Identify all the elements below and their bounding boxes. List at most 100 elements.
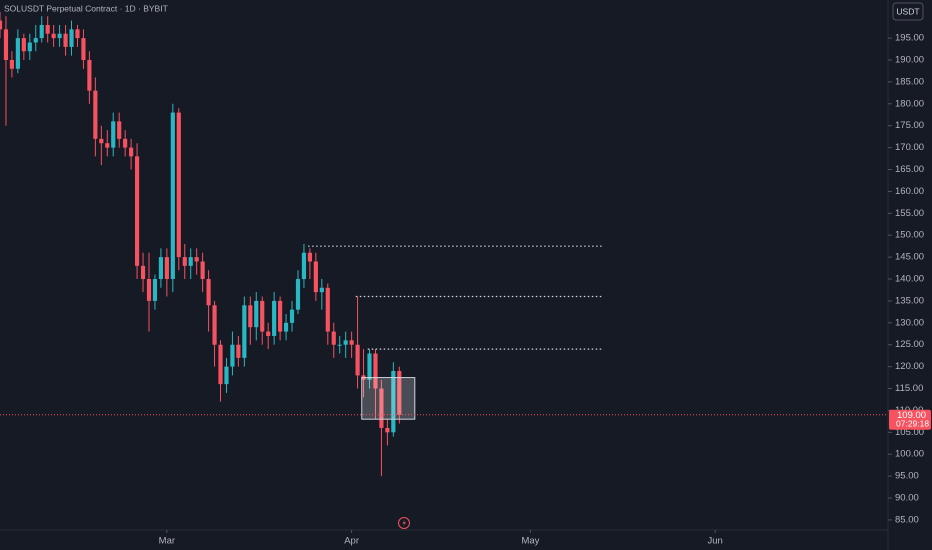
candle-body	[272, 300, 277, 336]
alert-bolt[interactable]	[402, 519, 407, 527]
candle-body	[194, 257, 199, 262]
candle	[57, 24, 62, 47]
candle-body	[224, 366, 229, 385]
candle-body	[397, 371, 402, 415]
candle	[331, 322, 336, 358]
candle	[51, 24, 56, 47]
last-price-label: 109.00	[897, 410, 926, 421]
y-tick-label: 95.00	[895, 471, 919, 482]
y-tick-label: 145.00	[895, 252, 924, 263]
candle-body	[260, 300, 265, 332]
y-tick-label: 130.00	[895, 317, 924, 328]
candle	[117, 112, 122, 148]
candle	[146, 252, 152, 332]
candle-body	[188, 257, 193, 266]
candle	[301, 243, 307, 288]
candle-body	[278, 300, 283, 332]
candle-body	[373, 353, 378, 389]
y-tick-label: 160.00	[895, 186, 924, 197]
candle-body	[367, 353, 372, 380]
y-tick-label: 190.00	[895, 55, 924, 66]
candle-body	[75, 29, 80, 39]
candle	[87, 51, 92, 104]
candle	[266, 322, 271, 350]
candle	[349, 331, 354, 358]
candle	[218, 340, 223, 402]
candle	[188, 248, 193, 280]
y-tick-label: 120.00	[895, 361, 924, 372]
candle-body	[0, 20, 3, 30]
candle	[81, 29, 86, 69]
candle-body	[289, 309, 295, 323]
candle	[123, 130, 128, 157]
zone-box	[361, 377, 416, 420]
candle-body	[313, 261, 318, 293]
alert-circle[interactable]	[398, 517, 410, 529]
x-tick-label: Apr	[344, 536, 359, 547]
candle	[313, 252, 318, 301]
candle	[242, 296, 247, 367]
candle	[206, 270, 211, 332]
candle-body	[266, 331, 271, 336]
candle-body	[69, 29, 74, 47]
candle	[182, 243, 187, 280]
candle-body	[283, 322, 289, 332]
candle-body	[325, 287, 330, 332]
candle-body	[349, 340, 354, 345]
y-tick-label: 185.00	[895, 76, 924, 87]
candle-body	[51, 33, 56, 39]
candle-body	[9, 60, 15, 69]
y-tick-label: 100.00	[895, 449, 924, 460]
candle-body	[87, 60, 92, 91]
candle	[164, 248, 169, 297]
candle-body	[355, 344, 360, 376]
candle	[140, 252, 146, 293]
candle	[391, 362, 396, 437]
candle-body	[105, 143, 110, 148]
candle-body	[129, 147, 134, 157]
candle-body	[379, 388, 384, 428]
candle	[379, 379, 384, 477]
candle-body	[33, 38, 38, 43]
x-tick-label: Mar	[159, 536, 175, 547]
candle	[343, 331, 348, 358]
candle	[295, 270, 301, 315]
candle-body	[242, 305, 247, 358]
candle-body	[146, 279, 152, 301]
candle-body	[27, 42, 32, 52]
candle-body	[319, 287, 324, 293]
candle-body	[218, 344, 223, 385]
candle	[134, 143, 140, 280]
candle	[3, 16, 9, 126]
candle-body	[15, 38, 20, 69]
candle	[63, 24, 68, 56]
candle-body	[182, 257, 187, 266]
candle	[129, 138, 134, 170]
candle-body	[236, 344, 241, 358]
chart-title: SOLUSDT Perpetual Contract · 1D · BYBIT	[4, 3, 168, 13]
candle-body	[158, 257, 163, 280]
y-tick-label: 90.00	[895, 493, 919, 504]
y-tick-label: 195.00	[895, 33, 924, 44]
candle-body	[212, 305, 217, 345]
candle-body	[343, 340, 348, 345]
x-tick-label: Jun	[708, 536, 723, 547]
currency-button[interactable]	[892, 2, 924, 21]
candle	[105, 130, 110, 157]
candle-body	[248, 305, 253, 328]
candle	[289, 300, 295, 332]
plot-area	[0, 11, 888, 477]
candle-body	[164, 257, 169, 280]
alert-icon[interactable]	[398, 517, 410, 529]
y-tick-label: 170.00	[895, 142, 924, 153]
y-tick-label: 175.00	[895, 120, 924, 131]
candle	[254, 292, 259, 341]
candle	[224, 357, 229, 393]
currency-label[interactable]: USDT	[896, 6, 919, 16]
candle	[373, 349, 378, 420]
candle-body	[117, 121, 122, 139]
candle	[170, 103, 175, 293]
candle	[15, 29, 20, 74]
candle	[176, 108, 181, 271]
